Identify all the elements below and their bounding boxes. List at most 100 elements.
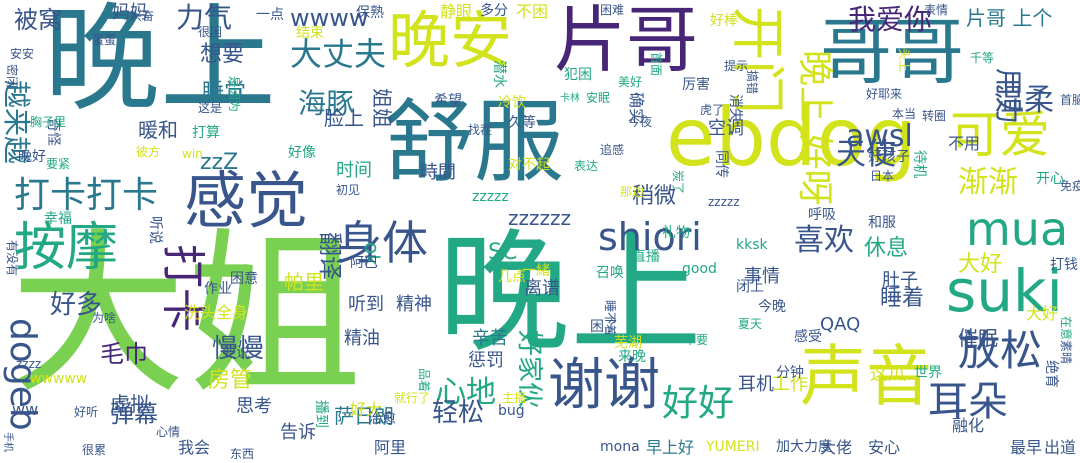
cloud-word: YUMERI [706, 439, 760, 455]
cloud-word: 我会 [178, 438, 211, 457]
cloud-word: 直播 [632, 249, 660, 265]
cloud-word: 主播 [502, 391, 527, 405]
cloud-word: 晚好 [18, 149, 46, 165]
cloud-word: 按摩 [14, 218, 119, 278]
cloud-word: 睡着 [880, 286, 925, 311]
cloud-word: 大佬 [820, 438, 853, 457]
cloud-word: mua [966, 202, 1069, 256]
cloud-word: 转圈 [922, 109, 947, 123]
cloud-word: 慢慢 [212, 334, 265, 364]
cloud-word: zzzzz [708, 195, 740, 209]
cloud-word: 工作 [772, 374, 808, 395]
cloud-word: 千等 [970, 51, 995, 65]
cloud-word: 有没有 [5, 240, 19, 277]
cloud-word: 就行了 [394, 391, 431, 405]
cloud-word: 炭了 [671, 170, 685, 195]
cloud-word: 感受 [794, 329, 822, 345]
cloud-word: 待机 [911, 150, 927, 178]
cloud-word: 美好 [618, 75, 643, 89]
cloud-word: 犯困 [564, 67, 592, 83]
cloud-word: 不困 [516, 2, 549, 21]
cloud-word: 安眠 [586, 91, 611, 105]
cloud-word: 阿巴 [350, 255, 378, 271]
cloud-word: 安安 [10, 47, 35, 61]
cloud-word: ebdog [666, 91, 917, 184]
cloud-word: 温柔 [994, 83, 1054, 118]
cloud-word: 来晚 [618, 349, 646, 365]
cloud-word: 久等 [508, 115, 536, 131]
cloud-word: 召唤 [596, 265, 624, 281]
cloud-word: 晚安 [388, 4, 513, 77]
cloud-word: 精油 [344, 328, 380, 349]
cloud-word: mona [600, 439, 640, 455]
cloud-word: 好棒 [710, 13, 738, 29]
cloud-word: 表情 [924, 3, 949, 17]
cloud-word: kksk [736, 237, 768, 253]
cloud-word: 暖和 [138, 118, 178, 142]
cloud-word: 保熟 [356, 5, 384, 21]
cloud-word: 治愈 [368, 411, 396, 427]
cloud-word: 素晴 [1059, 340, 1073, 365]
cloud-word: 睡不着 [603, 300, 617, 337]
cloud-word: 好多 [50, 290, 103, 320]
cloud-word: 打算 [192, 125, 220, 141]
cloud-word: 本当 [892, 107, 917, 121]
cloud-word: 姐姐 [370, 88, 394, 128]
cloud-word: 天使 [836, 137, 896, 172]
cloud-word: 为啥 [92, 311, 117, 325]
cloud-word: 轻松 [432, 398, 485, 428]
cloud-word: zzzzz [472, 189, 509, 205]
cloud-word: 初见 [336, 183, 361, 197]
cloud-word: 打卡 [86, 175, 159, 216]
cloud-word: 耳朵 [928, 379, 1008, 425]
cloud-word: 精神 [396, 294, 432, 315]
cloud-word: 帕里 [284, 270, 324, 294]
cloud-word: 今夜 [628, 115, 653, 129]
cloud-word: 房管 [208, 368, 253, 393]
cloud-word: 厉害 [682, 77, 710, 93]
cloud-word: 打卡 [14, 175, 87, 216]
cloud-word: 阿里 [374, 438, 407, 457]
cloud-word: 事情 [744, 266, 780, 287]
cloud-word: 谢谢 [548, 353, 660, 418]
cloud-word: 晚上 好呀 [794, 50, 835, 206]
cloud-word: 洗头全身 [184, 303, 249, 322]
cloud-word: 好孩子 [868, 149, 910, 165]
cloud-word: 免疫 [1060, 179, 1080, 193]
cloud-word: wwww [290, 4, 369, 32]
cloud-word: 大姐 [10, 213, 363, 418]
cloud-word: 品着 [417, 368, 431, 393]
cloud-word: 空调 [708, 118, 744, 139]
cloud-word: 舒服 [384, 90, 564, 195]
cloud-word: ww [12, 400, 39, 419]
cloud-word: 大好 [1026, 304, 1059, 323]
cloud-word: 在意 [1059, 316, 1073, 341]
cloud-word: 和服 [868, 215, 896, 231]
cloud-word: 告诉 [280, 422, 316, 443]
cloud-word: 打钱 [1050, 257, 1078, 273]
cloud-word: 对不起 [508, 157, 550, 173]
cloud-word: 希望 [434, 93, 462, 109]
cloud-word: 思考 [236, 396, 272, 417]
cloud-word: 渐渐 [958, 165, 1018, 200]
cloud-word: 听到 [348, 294, 384, 315]
cloud-word: 冷饮 [498, 95, 526, 111]
cloud-word: 表达 [574, 159, 599, 173]
cloud-word: 稍微 [632, 184, 677, 209]
cloud-word: 消失 [727, 94, 743, 122]
cloud-word: 手机 [2, 432, 13, 452]
cloud-word: 妈妈 [112, 2, 148, 23]
cloud-word: 密闭 [5, 64, 19, 89]
cloud-word: 找茬 [468, 123, 493, 137]
cloud-word: 喜欢 [794, 223, 854, 258]
cloud-word: 不要 [684, 333, 709, 347]
cloud-word: 潜水 [491, 60, 507, 88]
cloud-word: 睡觉 [202, 80, 247, 105]
cloud-word: 心地 [436, 375, 496, 410]
cloud-word: 好好 [662, 383, 735, 424]
cloud-word: 虚拟 [110, 392, 150, 416]
cloud-word: 好耶来 [866, 87, 903, 101]
cloud-word: 几点 [498, 269, 526, 285]
cloud-word: 听说 [147, 216, 163, 244]
